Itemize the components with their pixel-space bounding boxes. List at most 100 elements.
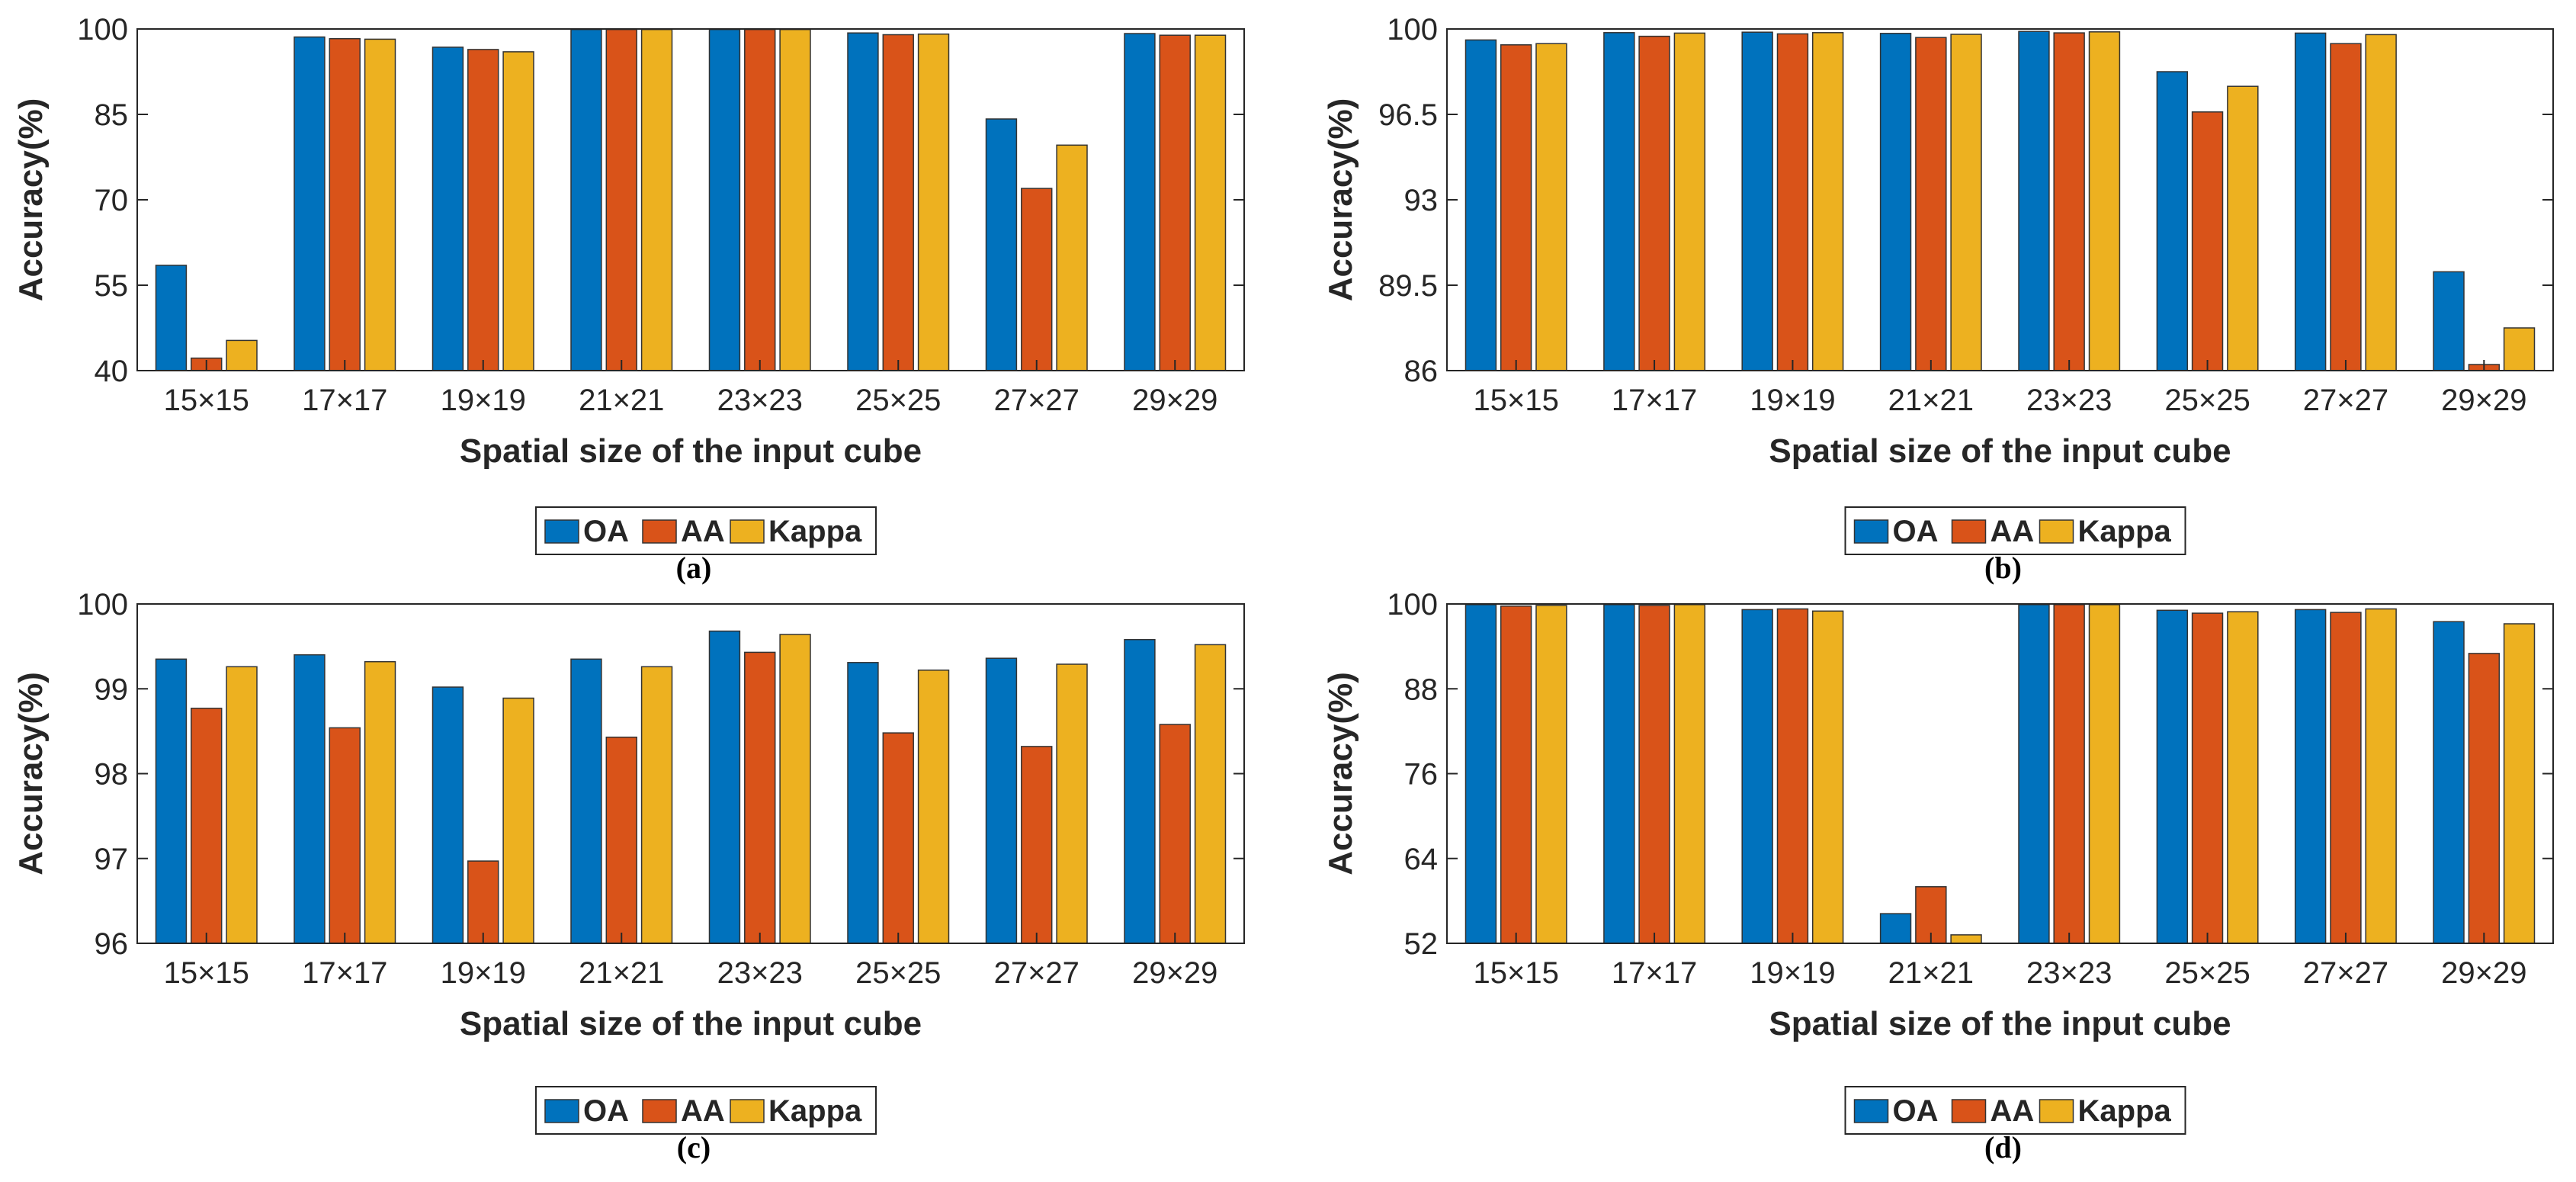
- x-tick-label: 15×15: [164, 384, 249, 417]
- bar-oa-8: [1124, 33, 1156, 371]
- legend-swatch-kappa: [730, 1099, 765, 1123]
- legend-label-aa: AA: [681, 515, 725, 548]
- x-tick-label: 29×29: [2441, 956, 2526, 990]
- x-tick-label: 19×19: [441, 384, 526, 417]
- legend-swatch-aa: [642, 519, 677, 544]
- y-tick-label: 99: [95, 673, 129, 706]
- legend-box: [535, 1086, 877, 1135]
- bar-oa-2: [294, 36, 326, 371]
- x-tick-label: 25×25: [855, 384, 941, 417]
- bar-kappa-8: [1194, 34, 1227, 371]
- bar-kappa-6: [917, 670, 950, 944]
- x-tick-label: 17×17: [302, 956, 387, 990]
- bar-oa-2: [294, 654, 326, 944]
- x-tick-label: 21×21: [579, 384, 664, 417]
- bar-aa-2: [1638, 35, 1670, 371]
- y-tick-label: 97: [95, 843, 129, 876]
- bar-kappa-1: [226, 666, 258, 944]
- bar-oa-1: [155, 658, 188, 944]
- legend-swatch-aa: [1951, 1099, 1987, 1123]
- chart-panel-a: 40 55 70 85 100 15×15 17×17 19×19 21×21 23×23 25×2…: [12, 13, 1245, 585]
- y-tick-label: 88: [1404, 673, 1439, 706]
- y-tick-label: 96: [95, 927, 129, 961]
- bar-oa-3: [431, 47, 464, 371]
- legend: OA AA Kappa: [1844, 1086, 2186, 1135]
- bar-oa-6: [2156, 71, 2189, 371]
- y-tick-label: 40: [95, 355, 129, 388]
- bar-kappa-5: [2088, 31, 2121, 371]
- bar-oa-7: [2294, 609, 2327, 944]
- bar-kappa-4: [640, 28, 673, 371]
- x-tick-label: 15×15: [164, 956, 249, 990]
- bar-oa-4: [1879, 913, 1912, 944]
- x-tick-label: 29×29: [2441, 384, 2526, 417]
- panel-label: (d): [1984, 1130, 2022, 1164]
- x-tick-label: 27×27: [2303, 384, 2388, 417]
- bar-oa-6: [2156, 609, 2189, 944]
- bar-kappa-2: [364, 660, 396, 944]
- legend: OA AA Kappa: [535, 506, 877, 555]
- legend-swatch-oa: [1853, 1099, 1889, 1123]
- bar-oa-5: [2018, 31, 2050, 371]
- bar-kappa-6: [917, 33, 950, 371]
- legend: OA AA Kappa: [1844, 506, 2186, 555]
- legend: OA AA Kappa: [535, 1086, 877, 1135]
- bar-kappa-1: [226, 339, 258, 371]
- legend-label-oa: OA: [583, 1094, 629, 1128]
- bar-oa-5: [2018, 604, 2050, 944]
- legend-label-kappa: Kappa: [768, 515, 862, 548]
- panel-label: (b): [1984, 551, 2022, 585]
- bar-oa-5: [708, 28, 741, 371]
- chart-panel-b: 86 89.5 93 96.5 100 15×15 17×17 19×19 21×21 23×23…: [1322, 13, 2554, 585]
- bar-kappa-5: [779, 28, 811, 371]
- bar-oa-7: [985, 657, 1018, 944]
- bar-aa-3: [467, 860, 499, 944]
- x-tick-label: 27×27: [994, 956, 1079, 990]
- bar-oa-4: [1879, 33, 1912, 371]
- bar-aa-5: [744, 28, 776, 371]
- bar-kappa-1: [1535, 605, 1567, 944]
- x-tick-label: 15×15: [1474, 956, 1559, 990]
- bar-oa-8: [2433, 271, 2465, 371]
- bar-aa-4: [605, 736, 637, 944]
- bar-kappa-3: [502, 697, 534, 944]
- bar-oa-8: [2433, 621, 2465, 944]
- bar-kappa-3: [1811, 32, 1844, 371]
- bar-oa-1: [1464, 604, 1497, 944]
- bar-aa-7: [2330, 43, 2362, 371]
- y-tick-label: 96.5: [1378, 98, 1438, 132]
- x-tick-label: 23×23: [717, 384, 803, 417]
- bar-oa-6: [847, 32, 879, 371]
- bar-aa-4: [605, 28, 637, 371]
- bar-kappa-6: [2227, 611, 2259, 944]
- x-tick-label: 17×17: [1612, 384, 1697, 417]
- legend-label-oa: OA: [1893, 1094, 1939, 1128]
- panel-label: (c): [677, 1130, 711, 1164]
- bar-oa-7: [985, 118, 1018, 371]
- x-tick-label: 21×21: [579, 956, 664, 990]
- y-tick-label: 98: [95, 758, 129, 792]
- x-axis-title: Spatial size of the input cube: [460, 432, 922, 470]
- x-tick-label: 23×23: [2026, 384, 2112, 417]
- bar-oa-6: [847, 662, 879, 944]
- y-tick-label: 76: [1404, 758, 1439, 792]
- legend-label-kappa: Kappa: [2078, 515, 2172, 548]
- bar-oa-1: [155, 265, 188, 371]
- bar-oa-4: [570, 658, 602, 944]
- legend-label-aa: AA: [1991, 515, 2035, 548]
- bar-kappa-6: [2227, 85, 2259, 371]
- x-tick-label: 25×25: [2164, 384, 2250, 417]
- legend-swatch-oa: [1853, 519, 1889, 544]
- x-axis-title: Spatial size of the input cube: [460, 1005, 922, 1042]
- bar-aa-7: [1021, 188, 1053, 371]
- bar-kappa-1: [1535, 43, 1567, 371]
- bar-aa-1: [1500, 44, 1532, 371]
- y-tick-label: 85: [95, 98, 129, 132]
- x-tick-label: 29×29: [1132, 956, 1217, 990]
- bar-kappa-2: [364, 38, 396, 371]
- bar-aa-3: [467, 49, 499, 371]
- bar-oa-1: [1464, 39, 1497, 371]
- panel-label: (a): [676, 551, 712, 585]
- y-tick-label: 100: [77, 13, 128, 47]
- legend-swatch-oa: [544, 519, 579, 544]
